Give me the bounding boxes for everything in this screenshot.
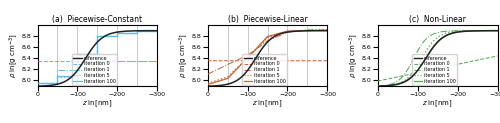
Title: (c)  Non-Linear: (c) Non-Linear (409, 15, 466, 24)
X-axis label: $z$ in[nm]: $z$ in[nm] (252, 99, 282, 109)
Title: (a)  Piecewise-Constant: (a) Piecewise-Constant (52, 15, 142, 24)
Y-axis label: $\rho$ in[g cm$^{-3}$]: $\rho$ in[g cm$^{-3}$] (348, 33, 360, 78)
Y-axis label: $\rho$ in[g cm$^{-3}$]: $\rho$ in[g cm$^{-3}$] (178, 33, 190, 78)
Legend: reference, iteration 0, iteration 1, iteration 5, iteration 100: reference, iteration 0, iteration 1, ite… (242, 54, 287, 85)
Title: (b)  Piecewise-Linear: (b) Piecewise-Linear (228, 15, 308, 24)
Legend: reference, iteration 0, iteration 1, iteration 5, iteration 100: reference, iteration 0, iteration 1, ite… (72, 54, 117, 85)
Y-axis label: $\rho$ in[g cm$^{-3}$]: $\rho$ in[g cm$^{-3}$] (7, 33, 20, 78)
Legend: reference, iteration 0, iteration 1, iteration 5, iteration 100: reference, iteration 0, iteration 1, ite… (412, 54, 457, 85)
X-axis label: $z$ in[nm]: $z$ in[nm] (82, 99, 112, 109)
X-axis label: $z$ in[nm]: $z$ in[nm] (422, 99, 453, 109)
